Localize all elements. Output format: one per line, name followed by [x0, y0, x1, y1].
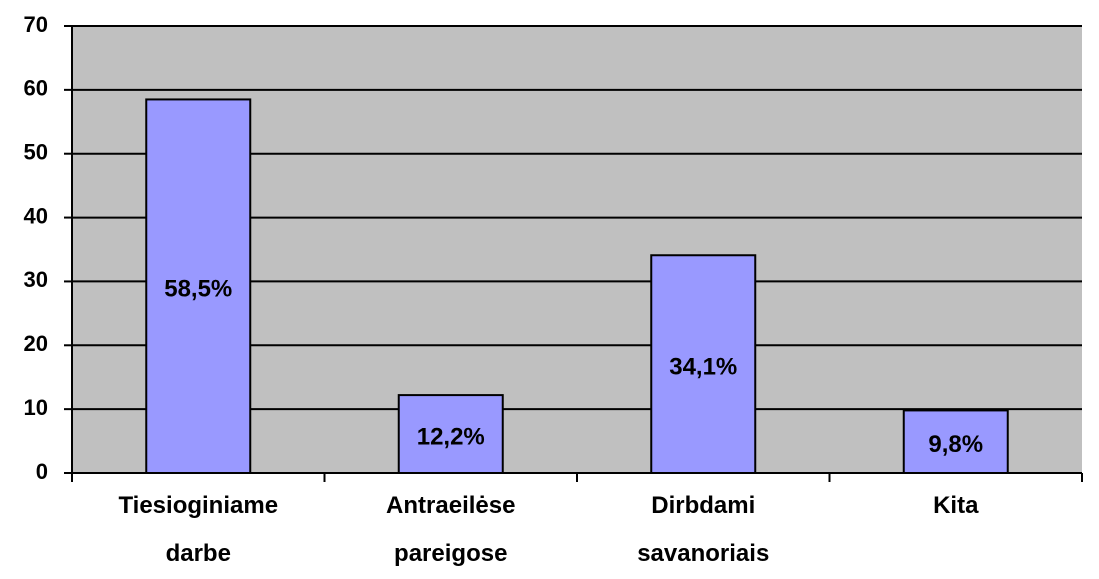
value-label: 12,2% [417, 423, 485, 450]
bar [650, 254, 757, 474]
value-label: 9,8% [928, 431, 983, 458]
x-tick-label: Tiesioginiame darbe [118, 492, 279, 567]
y-tick-label: 70 [24, 12, 48, 37]
x-tick-label: Kita [933, 492, 979, 519]
y-tick-label: 20 [24, 331, 48, 356]
value-label: 34,1% [669, 353, 737, 380]
value-label: 58,5% [164, 276, 232, 303]
y-tick-label: 0 [36, 459, 48, 484]
bar [397, 394, 504, 475]
y-tick-label: 10 [24, 395, 48, 420]
bar [902, 409, 1009, 475]
x-tick-label: Antraeilėse pareigose [386, 492, 516, 567]
y-tick-label: 30 [24, 267, 48, 292]
x-tick-label: Dirbdami savanoriais [637, 492, 770, 567]
y-tick-label: 60 [24, 76, 48, 101]
y-tick-label: 40 [24, 203, 48, 228]
y-tick-label: 50 [24, 140, 48, 165]
bar [145, 98, 252, 475]
